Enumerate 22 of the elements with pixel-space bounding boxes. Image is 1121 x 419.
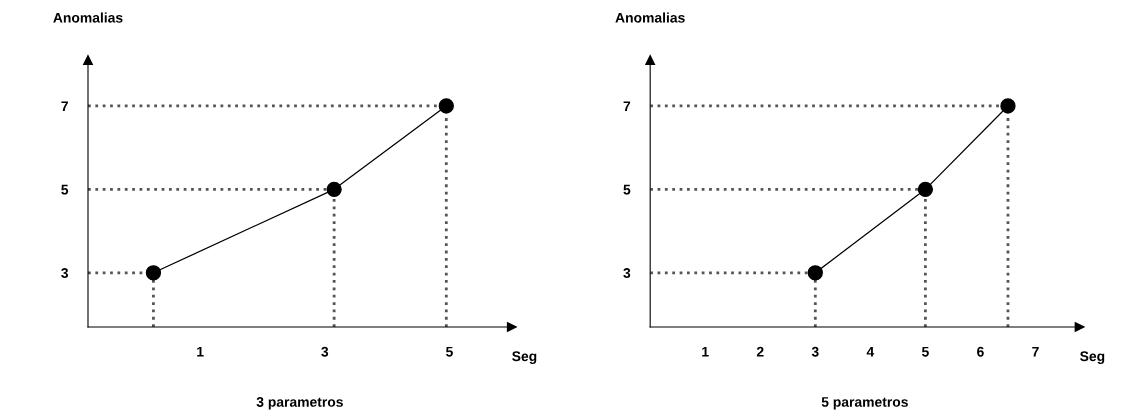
x-tick-label: 5 xyxy=(445,346,453,357)
y-tick-label: 3 xyxy=(61,268,69,278)
x-tick-label: 6 xyxy=(977,346,984,357)
x-tick-label: 3 xyxy=(321,346,329,357)
x-tick-label: 2 xyxy=(756,346,764,357)
y-axis-title: Anomalias xyxy=(615,12,685,23)
y-tick-label: 7 xyxy=(623,101,631,111)
y-tick-label: 3 xyxy=(623,268,631,278)
text: 5 parametros xyxy=(821,397,908,410)
y-tick-label: 7 xyxy=(61,101,68,111)
x-tick-label: 4 xyxy=(866,346,875,357)
y-tick-label: 5 xyxy=(61,184,69,195)
x-tick-label: 7 xyxy=(1032,346,1039,357)
x-tick-label: 5 xyxy=(921,346,929,357)
x-tick-label: 3 xyxy=(811,346,819,357)
x-axis-title: Seg xyxy=(1080,351,1105,364)
y-axis-title: Anomalias xyxy=(53,12,123,23)
y-tick-label: 5 xyxy=(623,184,631,195)
x-tick-label: 1 xyxy=(702,346,709,357)
x-axis-title: Seg xyxy=(512,351,537,364)
x-tick-label: 1 xyxy=(197,346,204,357)
text: 3 parametros xyxy=(256,397,343,410)
